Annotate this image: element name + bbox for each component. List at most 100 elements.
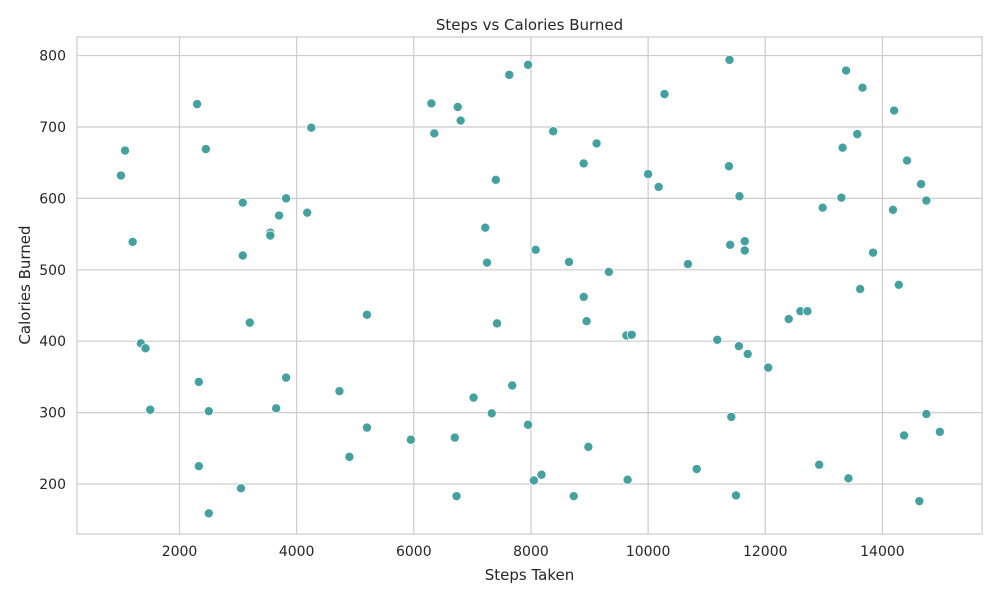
- scatter-point: [591, 138, 602, 149]
- scatter-point: [193, 461, 204, 472]
- scatter-point: [203, 406, 214, 417]
- scatter-point: [802, 306, 813, 317]
- scatter-point: [841, 65, 852, 76]
- scatter-point: [486, 408, 497, 419]
- scatter-point: [723, 161, 734, 172]
- scatter-point: [893, 279, 904, 290]
- grid-lines: [77, 37, 982, 534]
- scatter-point: [237, 250, 248, 261]
- scatter-point: [921, 409, 932, 420]
- scatter-point: [691, 464, 702, 475]
- scatter-point: [568, 491, 579, 502]
- scatter-point: [739, 236, 750, 247]
- scatter-point: [921, 195, 932, 206]
- scatter-point: [902, 155, 913, 166]
- scatter-point: [626, 329, 637, 340]
- scatter-point: [468, 392, 479, 403]
- scatter-point: [733, 341, 744, 352]
- scatter-point: [536, 469, 547, 480]
- scatter-point: [405, 434, 416, 445]
- scatter-point: [916, 179, 927, 190]
- scatter-point: [482, 257, 493, 268]
- scatter-point: [115, 170, 126, 181]
- scatter-point: [836, 192, 847, 203]
- scatter-point: [682, 259, 693, 270]
- y-tick-labels: 200 300 400 500 600 700 800: [39, 49, 66, 493]
- scatter-point: [868, 247, 879, 258]
- scatter-point: [603, 266, 614, 277]
- scatter-point: [127, 236, 138, 247]
- scatter-point: [281, 372, 292, 383]
- scatter-point: [724, 54, 735, 65]
- scatter-point: [528, 475, 539, 486]
- scatter-point: [274, 210, 285, 221]
- y-tick-label: 500: [39, 263, 66, 279]
- scatter-point: [344, 451, 355, 462]
- scatter-point: [622, 474, 633, 485]
- scatter-point: [899, 430, 910, 441]
- scatter-point: [200, 144, 211, 155]
- y-tick-label: 700: [39, 120, 66, 136]
- y-tick-label: 600: [39, 191, 66, 207]
- scatter-point: [783, 314, 794, 325]
- scatter-point: [265, 230, 276, 241]
- scatter-point: [334, 386, 345, 397]
- scatter-point: [452, 101, 463, 112]
- scatter-point: [887, 204, 898, 215]
- scatter-point: [889, 105, 900, 116]
- scatter-point: [302, 207, 313, 218]
- y-axis-label: Calories Burned: [16, 225, 34, 344]
- scatter-point: [523, 419, 534, 430]
- scatter-point: [361, 422, 372, 433]
- scatter-point: [643, 169, 654, 180]
- scatter-point: [578, 158, 589, 169]
- scatter-point: [734, 191, 745, 202]
- x-tick-label: 10000: [626, 544, 671, 560]
- scatter-point: [507, 380, 518, 391]
- scatter-point: [480, 222, 491, 233]
- y-tick-label: 400: [39, 334, 66, 350]
- scatter-point: [817, 202, 828, 213]
- scatter-point: [857, 82, 868, 93]
- x-axis-label: Steps Taken: [485, 566, 575, 584]
- scatter-point: [581, 316, 592, 327]
- scatter-point: [490, 174, 501, 185]
- scatter-point: [455, 115, 466, 126]
- scatter-point: [763, 362, 774, 373]
- x-tick-label: 2000: [162, 544, 198, 560]
- scatter-point: [739, 245, 750, 256]
- scatter-point: [852, 129, 863, 140]
- x-tick-label: 8000: [513, 544, 549, 560]
- scatter-point: [523, 59, 534, 70]
- x-tick-label: 12000: [743, 544, 788, 560]
- scatter-point: [140, 343, 151, 354]
- x-tick-label: 4000: [279, 544, 315, 560]
- scatter-point: [145, 404, 156, 415]
- scatter-point: [236, 483, 247, 494]
- scatter-point: [914, 496, 925, 507]
- y-tick-label: 200: [39, 477, 66, 493]
- y-tick-label: 300: [39, 406, 66, 422]
- scatter-point: [203, 508, 214, 519]
- scatter-point: [742, 349, 753, 360]
- scatter-point: [120, 145, 131, 156]
- scatter-point: [712, 334, 723, 345]
- y-tick-label: 800: [39, 49, 66, 65]
- scatter-point: [306, 122, 317, 133]
- scatter-point: [653, 181, 664, 192]
- scatter-point: [583, 441, 594, 452]
- chart-title: Steps vs Calories Burned: [436, 16, 623, 34]
- scatter-point: [843, 473, 854, 484]
- scatter-point: [730, 490, 741, 501]
- scatter-point: [855, 284, 866, 295]
- scatter-point: [837, 142, 848, 153]
- scatter-point: [361, 309, 372, 320]
- x-tick-labels: 2000 4000 6000 8000 10000 12000 14000: [162, 544, 905, 560]
- scatter-point: [237, 197, 248, 208]
- x-tick-label: 6000: [396, 544, 432, 560]
- plot-frame: [76, 36, 983, 535]
- scatter-point: [429, 128, 440, 139]
- data-points: [115, 54, 945, 519]
- scatter-point: [578, 291, 589, 302]
